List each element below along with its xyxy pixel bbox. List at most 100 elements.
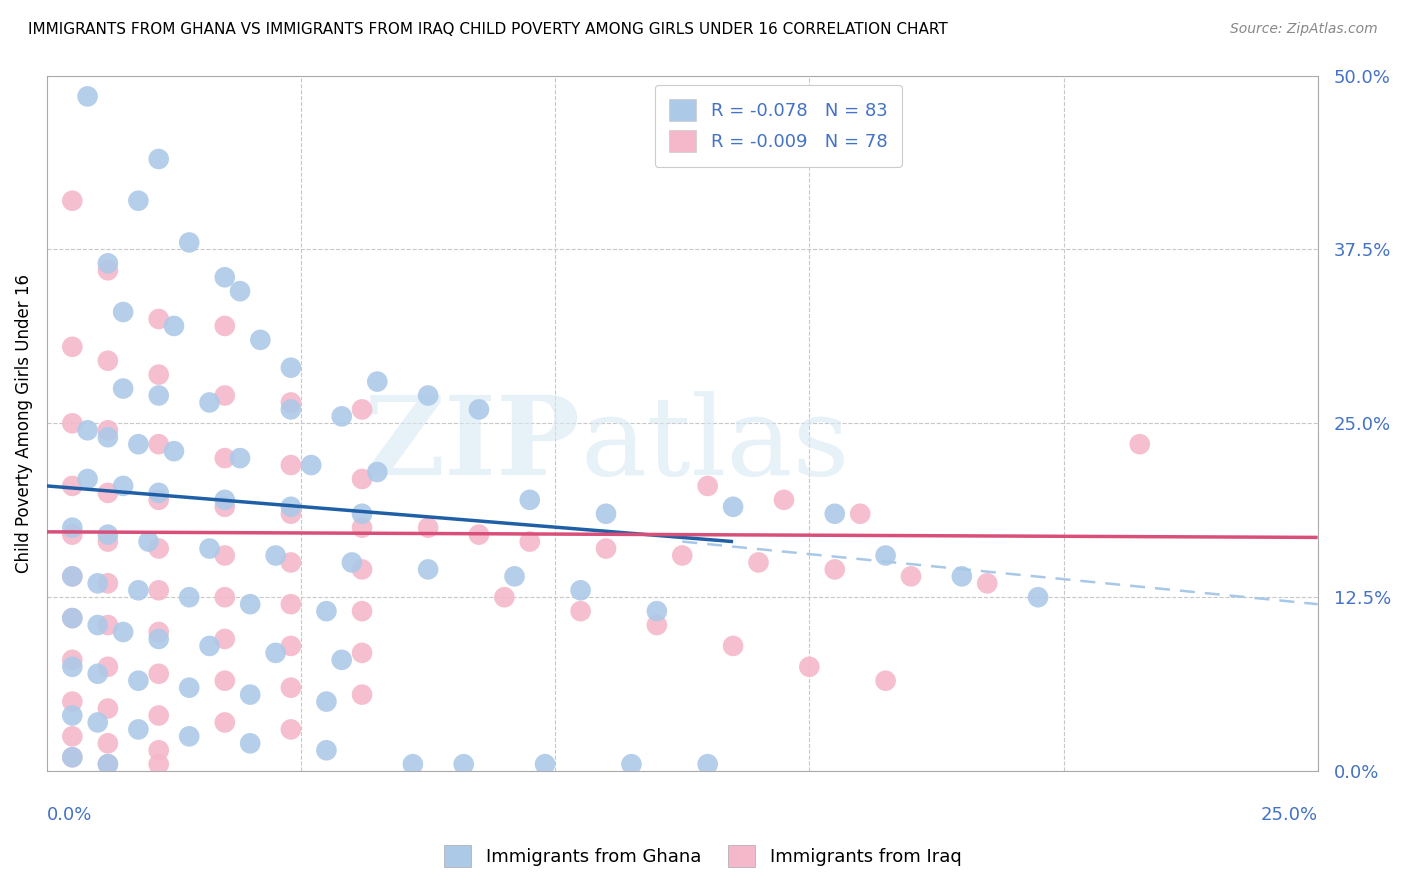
Point (97, 757, 120, 772)
Point (198, 639, 221, 653)
Point (163, 318, 186, 333)
Point (350, 646, 373, 660)
Point (249, 333, 271, 347)
Legend: R = -0.078   N = 83, R = -0.009   N = 78: R = -0.078 N = 83, R = -0.009 N = 78 (655, 85, 903, 167)
Text: IMMIGRANTS FROM GHANA VS IMMIGRANTS FROM IRAQ CHILD POVERTY AMONG GIRLS UNDER 16: IMMIGRANTS FROM GHANA VS IMMIGRANTS FROM… (28, 22, 948, 37)
Point (229, 284, 252, 298)
Point (696, 757, 718, 772)
Point (112, 479, 135, 493)
Point (76, 89, 98, 103)
Point (148, 312, 170, 326)
Point (534, 757, 557, 772)
Point (366, 375, 388, 389)
Point (127, 723, 149, 737)
Point (315, 743, 337, 757)
Point (148, 437, 170, 451)
Point (163, 444, 186, 458)
Point (366, 465, 388, 479)
Point (280, 639, 302, 653)
Point (214, 549, 236, 563)
Point (97, 430, 120, 444)
Y-axis label: Child Poverty Among Girls Under 16: Child Poverty Among Girls Under 16 (15, 274, 32, 573)
Point (229, 451, 252, 466)
Point (214, 388, 236, 402)
Point (696, 479, 718, 493)
Point (280, 507, 302, 521)
Point (60, 194, 83, 208)
Point (773, 492, 796, 507)
Point (87, 666, 110, 681)
Point (148, 152, 170, 166)
Point (214, 500, 236, 514)
Point (330, 409, 353, 424)
Point (198, 395, 221, 409)
Point (280, 458, 302, 472)
Point (97, 757, 120, 772)
Point (976, 576, 998, 591)
Point (214, 673, 236, 688)
Point (671, 549, 693, 563)
Point (824, 507, 846, 521)
Point (148, 541, 170, 556)
Point (416, 562, 439, 576)
Point (138, 534, 160, 549)
Point (97, 486, 120, 500)
Point (1026, 591, 1049, 605)
Point (60, 750, 83, 764)
Point (76, 472, 98, 486)
Point (350, 507, 373, 521)
Point (60, 653, 83, 667)
Point (280, 723, 302, 737)
Point (494, 591, 516, 605)
Point (299, 458, 322, 472)
Point (340, 556, 363, 570)
Point (239, 688, 262, 702)
Point (198, 541, 221, 556)
Point (60, 569, 83, 583)
Point (416, 521, 439, 535)
Point (645, 604, 668, 618)
Point (148, 388, 170, 402)
Point (280, 500, 302, 514)
Point (569, 583, 592, 598)
Point (60, 521, 83, 535)
Point (214, 451, 236, 466)
Point (60, 479, 83, 493)
Point (1129, 437, 1152, 451)
Point (179, 730, 201, 744)
Point (87, 715, 110, 730)
Point (97, 736, 120, 750)
Point (60, 611, 83, 625)
Point (416, 388, 439, 402)
Point (468, 402, 491, 417)
Point (569, 604, 592, 618)
Point (280, 597, 302, 611)
Point (721, 500, 744, 514)
Point (97, 353, 120, 368)
Point (350, 521, 373, 535)
Point (519, 492, 541, 507)
Point (60, 527, 83, 541)
Point (264, 549, 287, 563)
Point (60, 695, 83, 709)
Point (239, 597, 262, 611)
Point (148, 666, 170, 681)
Point (620, 757, 643, 772)
Text: 25.0%: 25.0% (1261, 805, 1317, 824)
Point (280, 395, 302, 409)
Point (239, 736, 262, 750)
Point (214, 492, 236, 507)
Point (214, 632, 236, 646)
Point (468, 527, 491, 541)
Point (97, 534, 120, 549)
Point (595, 507, 617, 521)
Point (97, 423, 120, 437)
Point (315, 695, 337, 709)
Point (280, 681, 302, 695)
Point (60, 340, 83, 354)
Point (87, 576, 110, 591)
Point (214, 318, 236, 333)
Point (595, 541, 617, 556)
Point (97, 701, 120, 715)
Point (60, 750, 83, 764)
